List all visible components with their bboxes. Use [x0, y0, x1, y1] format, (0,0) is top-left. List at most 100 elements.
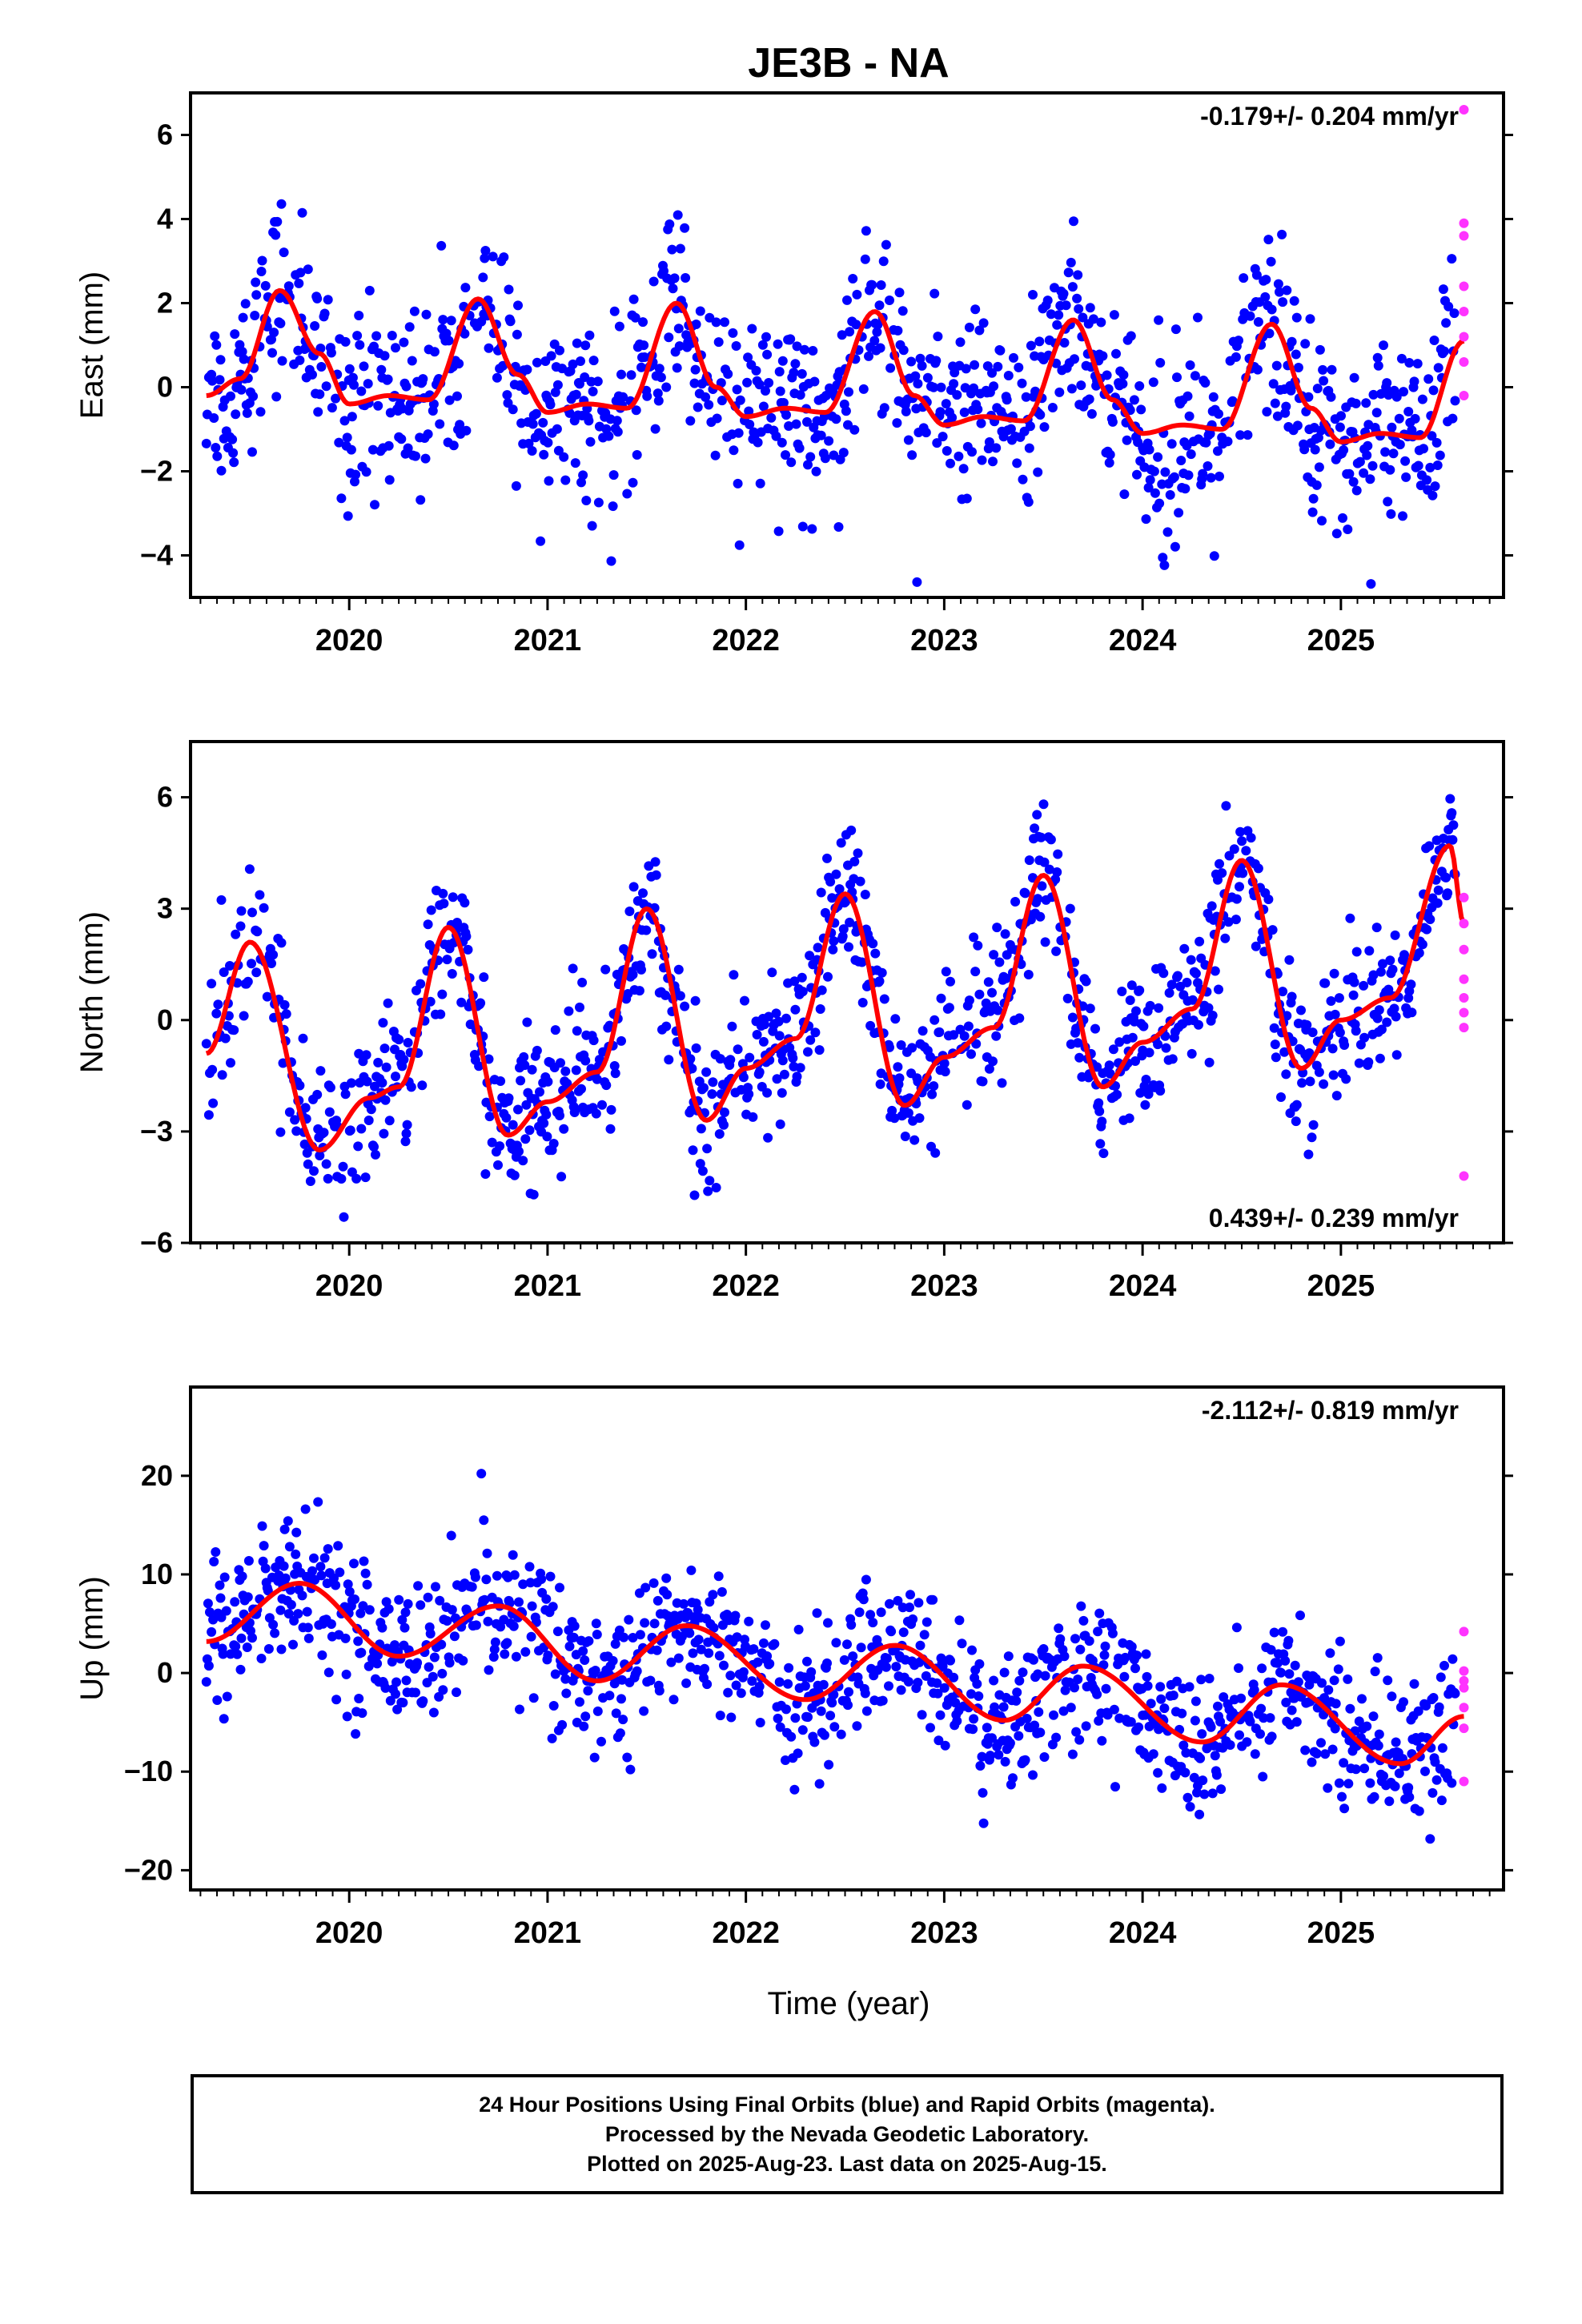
data-point [1396, 353, 1407, 364]
data-point [548, 1602, 558, 1612]
data-point [324, 1107, 335, 1117]
data-point [303, 1159, 313, 1169]
data-point [383, 374, 393, 384]
data-point [211, 340, 222, 350]
data-point [667, 244, 677, 255]
data-point [1425, 915, 1435, 924]
data-point [1235, 826, 1246, 837]
data-point [435, 1595, 445, 1606]
data-point [461, 425, 472, 436]
data-point [622, 489, 632, 499]
data-point [1391, 392, 1402, 402]
data-point [1039, 1752, 1050, 1762]
data-point [592, 1630, 602, 1639]
data-point [1159, 1703, 1170, 1714]
data-point [889, 1113, 900, 1124]
data-point [351, 1173, 362, 1184]
data-point [496, 1622, 506, 1632]
data-point [207, 376, 218, 386]
data-point [512, 329, 522, 340]
data-point [333, 1541, 343, 1551]
data-point [247, 447, 257, 457]
data-point [209, 413, 219, 423]
data-point [1401, 472, 1411, 482]
data-point [216, 465, 227, 476]
data-point [1197, 1729, 1207, 1739]
data-point [284, 1107, 295, 1117]
data-point [1430, 481, 1440, 492]
data-point [1227, 396, 1238, 406]
data-point [1331, 1699, 1341, 1709]
data-point [431, 1582, 440, 1592]
data-point [938, 1661, 948, 1671]
data-point [1394, 413, 1404, 424]
data-point [322, 1578, 332, 1589]
data-point [1107, 1628, 1118, 1638]
data-point [975, 1761, 986, 1771]
data-point [1061, 300, 1071, 311]
data-point [1010, 897, 1021, 907]
data-point [604, 431, 614, 441]
data-point [754, 1067, 765, 1077]
data-point [930, 1148, 941, 1158]
plot-frame [189, 91, 1505, 599]
data-point [356, 386, 367, 396]
data-point [1371, 408, 1382, 418]
data-point [327, 403, 337, 413]
data-point [476, 998, 486, 1008]
data-point [860, 890, 870, 899]
data-point [1022, 1714, 1032, 1723]
data-point [711, 1183, 721, 1192]
data-point [1365, 474, 1375, 485]
data-point [257, 1521, 267, 1531]
data-point [955, 337, 966, 348]
data-point [606, 556, 616, 566]
data-point [305, 1176, 315, 1186]
data-point [1042, 296, 1053, 306]
data-point [1373, 360, 1383, 371]
data-point [1271, 360, 1282, 371]
data-point [901, 406, 911, 416]
data-point [857, 998, 868, 1007]
data-point [1126, 1717, 1136, 1727]
data-point [792, 1072, 802, 1082]
data-point [941, 399, 951, 409]
data-point [669, 1695, 679, 1705]
data-point [588, 1035, 599, 1046]
fit-line [206, 287, 1465, 444]
data-point [767, 967, 777, 978]
data-point [429, 1652, 440, 1663]
data-point [591, 1618, 601, 1629]
data-point [608, 470, 619, 480]
data-point [1224, 850, 1235, 861]
data-point [1205, 428, 1215, 439]
y-tick-label: −10 [124, 1755, 173, 1787]
data-point [1024, 855, 1034, 866]
data-point [938, 432, 948, 442]
data-point [570, 1104, 580, 1115]
data-point [215, 355, 226, 365]
data-point [571, 389, 581, 400]
data-point [243, 1592, 253, 1602]
data-point [1186, 1048, 1197, 1059]
data-point [584, 1636, 594, 1647]
data-point [720, 1108, 729, 1117]
data-point [917, 1710, 927, 1720]
data-point [379, 351, 390, 361]
data-point [1086, 408, 1097, 419]
data-point [446, 1530, 456, 1541]
data-point [616, 1035, 626, 1046]
data-point [800, 1681, 810, 1691]
data-point [208, 1098, 219, 1108]
data-point [439, 899, 449, 909]
data-point [949, 379, 959, 389]
data-point [428, 1671, 438, 1682]
data-point [543, 1651, 553, 1661]
data-point [1277, 229, 1287, 239]
final-orbit-points [201, 794, 1460, 1222]
y-tick-label: 0 [157, 371, 173, 404]
data-point [915, 1640, 926, 1651]
data-point [352, 331, 363, 341]
data-point [717, 396, 727, 406]
data-point [251, 277, 261, 287]
